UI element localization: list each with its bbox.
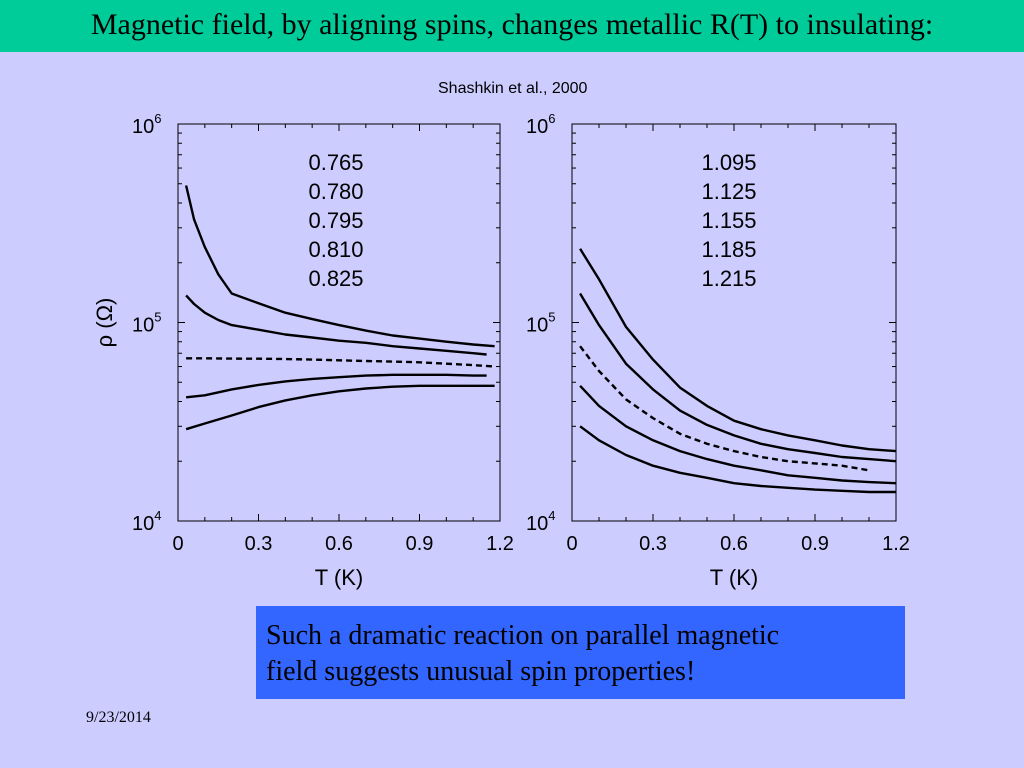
left-series-4 — [185, 373, 487, 399]
right-legend-entry: 1.095 — [701, 150, 756, 175]
title-bar: Magnetic field, by aligning spins, chang… — [0, 0, 1024, 52]
left-x-tick-label: 0 — [172, 533, 183, 555]
left-x-tick-label: 0.6 — [325, 533, 353, 555]
left-legend-entry: 0.795 — [308, 208, 363, 233]
callout-line-2: field suggests unusual spin properties! — [266, 656, 696, 687]
right-series-2 — [579, 292, 897, 463]
left-series-5 — [185, 384, 495, 431]
left-chart: 0 0.3 0.6 0.9 1.2 106 105 104 T (K) ρ (Ω) 0.765 0.7… — [92, 111, 514, 590]
left-series-2 — [185, 294, 487, 356]
left-series-3 — [186, 357, 495, 368]
right-series-4 — [579, 384, 897, 485]
right-legend-entry: 1.155 — [701, 208, 756, 233]
right-chart: 0 0.3 0.6 0.9 1.2 106 105 104 T (K) 1.095 1.125 1.1… — [526, 111, 910, 590]
left-x-tick-label: 1.2 — [486, 533, 514, 555]
left-legend-entry: 0.765 — [308, 150, 363, 175]
right-series-1 — [579, 248, 897, 453]
citation: Shashkin et al., 2000 — [438, 80, 588, 97]
right-x-axis-label: T (K) — [710, 565, 758, 590]
right-series-5 — [579, 425, 896, 494]
left-x-axis-label: T (K) — [315, 565, 363, 590]
right-x-tick-label: 0 — [566, 533, 577, 555]
left-legend-entry: 0.825 — [308, 266, 363, 291]
right-legend-entry: 1.215 — [701, 266, 756, 291]
right-y-tick-label: 105 — [526, 310, 555, 337]
right-legend-entry: 1.125 — [701, 179, 756, 204]
callout-box: Such a dramatic reaction on parallel mag… — [256, 606, 905, 699]
right-x-tick-label: 0.3 — [639, 533, 667, 555]
right-y-tick-label: 106 — [526, 111, 555, 138]
left-legend-entry: 0.780 — [308, 179, 363, 204]
callout-line-1: Such a dramatic reaction on parallel mag… — [266, 620, 780, 651]
right-y-tick-label: 104 — [526, 508, 555, 535]
left-series-1 — [184, 185, 495, 348]
slide-title: Magnetic field, by aligning spins, chang… — [90, 8, 934, 41]
left-y-tick-label: 106 — [132, 111, 161, 138]
right-x-tick-label: 1.2 — [882, 533, 910, 555]
footer-date: 9/23/2014 — [86, 709, 151, 726]
right-x-tick-label: 0.6 — [720, 533, 748, 555]
right-legend-entry: 1.185 — [701, 237, 756, 262]
left-y-tick-label: 105 — [132, 310, 161, 337]
left-y-axis-label: ρ (Ω) — [92, 298, 117, 348]
resistivity-charts: 0 0.3 0.6 0.9 1.2 106 105 104 T (K) ρ (Ω) 0.765 0.7… — [92, 111, 910, 590]
right-series-3 — [579, 345, 870, 472]
left-x-tick-label: 0.9 — [406, 533, 434, 555]
left-y-tick-label: 104 — [132, 508, 161, 535]
left-x-tick-label: 0.3 — [245, 533, 273, 555]
left-legend-entry: 0.810 — [308, 237, 363, 262]
right-x-tick-label: 0.9 — [801, 533, 829, 555]
